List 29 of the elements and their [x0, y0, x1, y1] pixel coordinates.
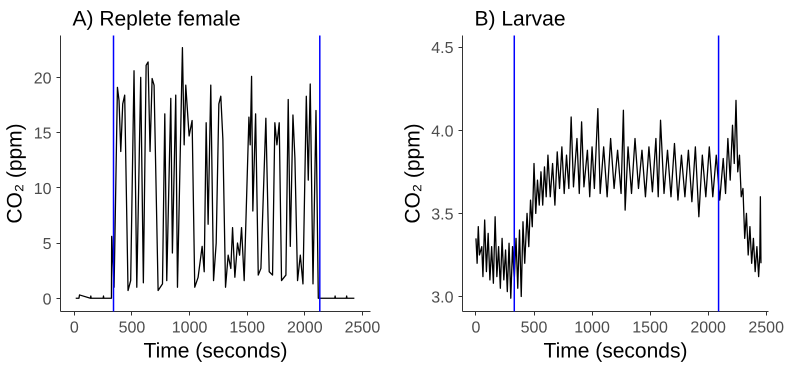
y-tick-label: 15	[34, 126, 52, 143]
chart-title: B) Larvae	[474, 8, 566, 30]
y-tick-label: 4.5	[431, 40, 454, 58]
x-axis-title: Time (seconds)	[544, 340, 688, 362]
y-tick-label: 3.0	[431, 290, 454, 307]
y-axis-title: CO₂ (ppm)	[401, 123, 424, 224]
line-series	[475, 100, 762, 299]
x-tick-label: 1500	[229, 320, 266, 336]
y-tick-label: 5	[42, 236, 52, 254]
x-tick-label: 500	[118, 320, 146, 336]
x-tick-label: 1000	[172, 320, 208, 336]
x-axis-title: Time (seconds)	[144, 340, 288, 362]
x-tick-label: 2500	[344, 320, 380, 336]
y-tick-label: 10	[34, 180, 52, 198]
chart-title: A) Replete female	[72, 8, 241, 30]
x-tick-label: 2000	[287, 320, 323, 336]
x-tick-label: 0	[472, 320, 481, 336]
x-tick-label: 0	[70, 320, 79, 336]
x-tick-label: 1000	[574, 320, 610, 336]
y-tick-label: 0	[42, 291, 52, 308]
x-tick-label: 500	[520, 320, 548, 336]
y-tick-label: 20	[34, 70, 52, 88]
x-tick-label: 1500	[632, 320, 668, 336]
y-tick-label: 3.5	[431, 206, 454, 224]
line-series	[75, 46, 356, 299]
x-tick-label: 2000	[690, 320, 726, 336]
y-tick-label: 4.0	[431, 123, 454, 140]
y-axis-title: CO₂ (ppm)	[4, 123, 27, 224]
x-tick-label: 2500	[748, 320, 784, 336]
